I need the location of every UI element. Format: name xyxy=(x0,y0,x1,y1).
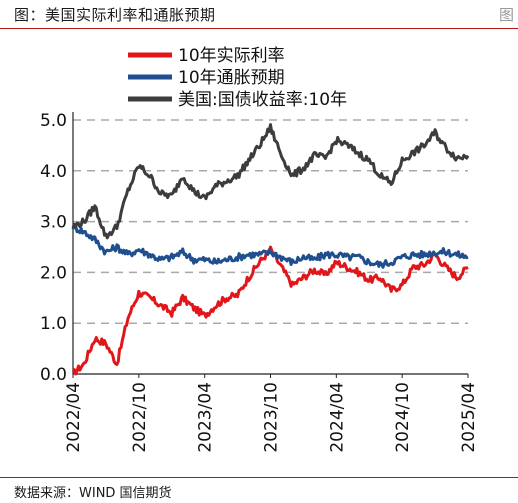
y-tick-label: 4.0 xyxy=(40,162,67,182)
y-tick-label: 2.0 xyxy=(40,263,67,283)
grid-lines xyxy=(73,119,468,324)
axes xyxy=(72,112,469,378)
top-rule xyxy=(0,28,518,29)
corner-mark: 图 xyxy=(498,6,514,24)
x-axis-tick-labels: 2022/04 2022/10 2023/04 2023/10 2024/04 2024/… xyxy=(64,382,479,453)
x-tick-label: 2024/04 xyxy=(327,382,347,453)
series-line xyxy=(71,223,469,269)
y-tick-label: 1.0 xyxy=(40,314,67,334)
y-tick-label: 3.0 xyxy=(40,213,67,233)
x-tick-label: 2023/04 xyxy=(196,382,216,453)
y-axis-tick-labels: 0.0 1.0 2.0 3.0 4.0 5.0 xyxy=(40,111,67,385)
legend-label: 10年实际利率 xyxy=(178,46,285,66)
x-tick-label: 2023/10 xyxy=(262,382,282,453)
x-tick-label: 2022/10 xyxy=(130,382,150,453)
x-tick-label: 2024/10 xyxy=(393,382,413,453)
x-tick-label: 2022/04 xyxy=(64,382,84,453)
series-line xyxy=(71,245,469,376)
data-source: 数据来源：WIND 国信期货 xyxy=(14,486,172,501)
legend-label: 美国:国债收益率:10年 xyxy=(178,90,347,110)
series-line xyxy=(71,123,470,240)
chart-title: 图：美国实际利率和通胀预期 xyxy=(14,6,216,24)
bottom-rule xyxy=(0,477,518,478)
y-tick-label: 0.0 xyxy=(40,365,67,385)
x-tick-label: 2025/04 xyxy=(459,382,479,453)
y-tick-label: 5.0 xyxy=(40,111,67,131)
legend-label: 10年通胀预期 xyxy=(178,68,285,88)
series-lines xyxy=(71,123,470,376)
